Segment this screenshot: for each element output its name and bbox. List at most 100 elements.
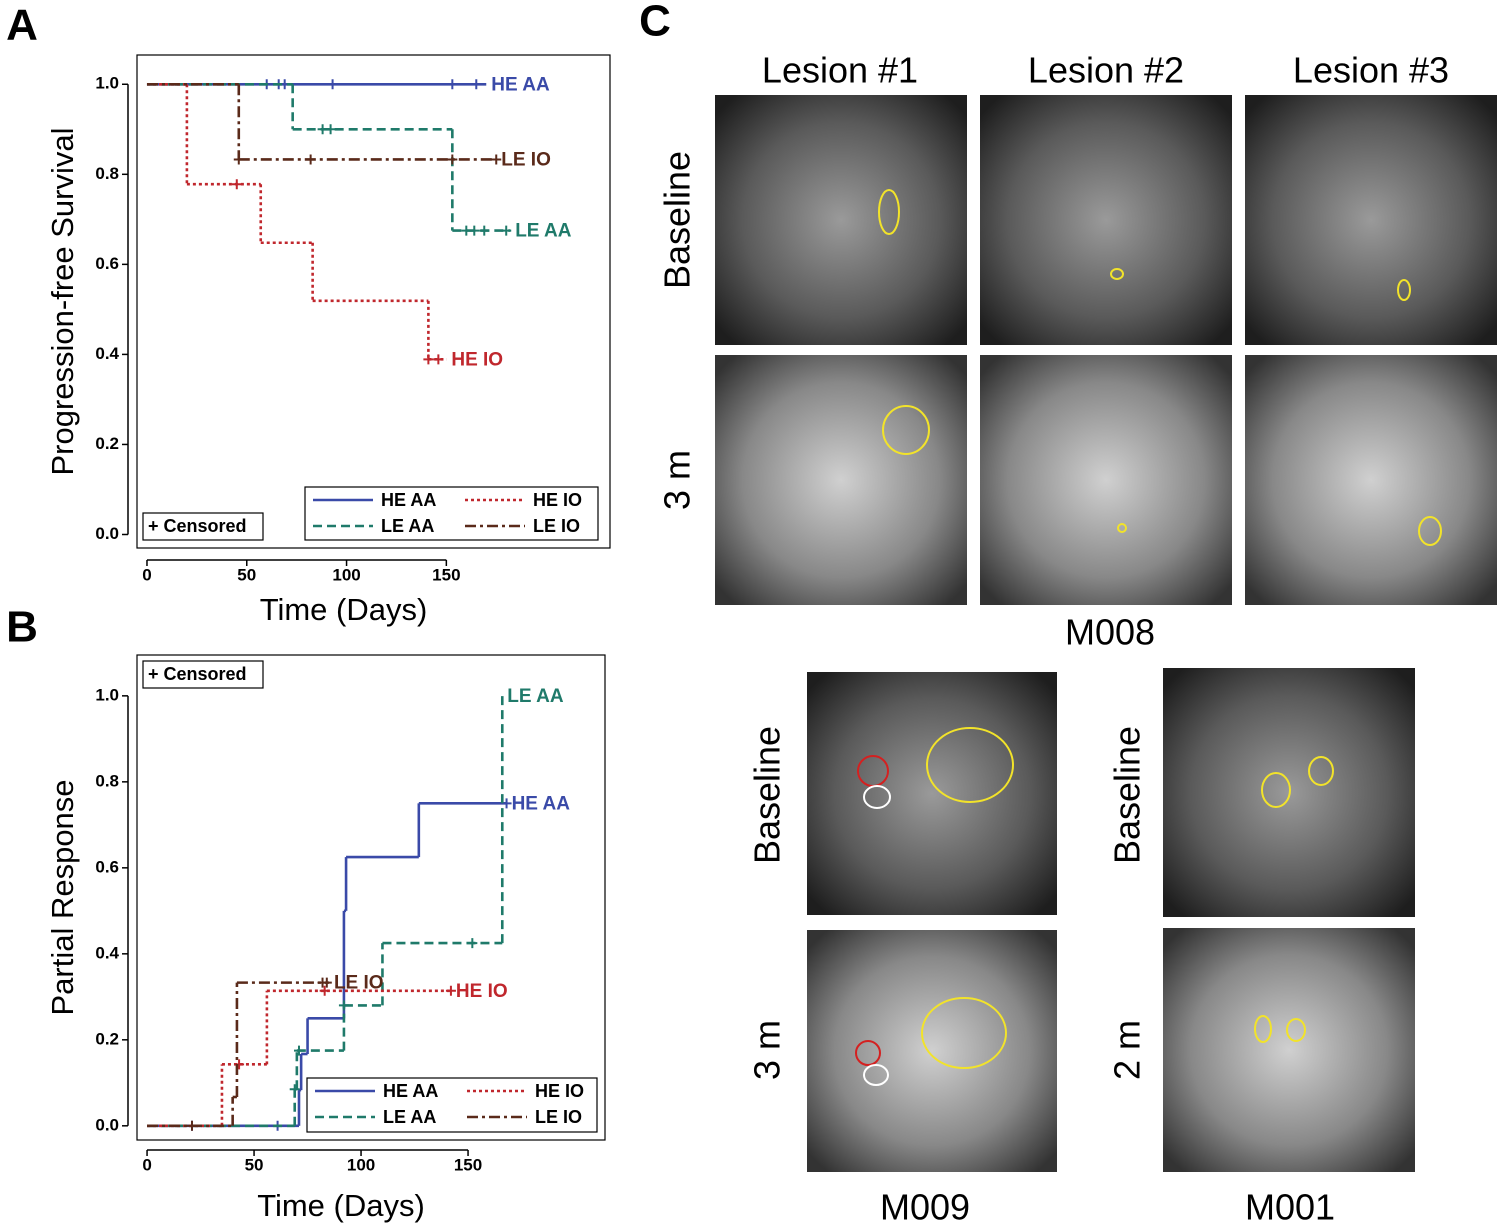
- panel-label: B: [6, 603, 38, 652]
- censor-mark: [445, 985, 456, 996]
- lesion-contour: [1286, 1018, 1306, 1042]
- row-label: Baseline: [657, 151, 698, 289]
- y-tick-label: 0.2: [95, 1029, 119, 1048]
- patient-label: M009: [880, 1187, 970, 1228]
- series-end-label: HE IO: [451, 349, 503, 370]
- y-tick-label: 0.0: [95, 524, 119, 543]
- row-label: 3 m: [747, 1020, 788, 1080]
- censor-mark: [471, 79, 482, 90]
- lesion-contour: [1261, 772, 1291, 808]
- x-axis-label: Time (Days): [257, 1188, 425, 1223]
- series-end-label: LE IO: [334, 973, 384, 994]
- scan-image: [980, 95, 1232, 345]
- lesion-label: Lesion #1: [762, 50, 918, 91]
- legend-label: HE AA: [381, 490, 436, 510]
- legend-label: LE AA: [383, 1107, 436, 1127]
- censor-mark: [327, 79, 338, 90]
- lesion-contour: [921, 997, 1007, 1069]
- row-label: Baseline: [1107, 726, 1148, 864]
- y-tick-label: 1.0: [95, 685, 119, 704]
- censor-mark: [234, 1059, 245, 1070]
- censor-mark: [447, 154, 458, 165]
- scan-image: [1163, 928, 1415, 1172]
- censor-mark: [467, 938, 478, 949]
- censor-mark: [469, 225, 480, 236]
- censor-mark: [293, 1045, 304, 1056]
- y-tick-label: 0.4: [95, 344, 119, 363]
- lesion-contour: [1418, 516, 1442, 546]
- censor-mark: [319, 985, 330, 996]
- plot-frame: [136, 654, 606, 1141]
- panel-label: A: [6, 1, 38, 50]
- y-tick-label: 0.8: [95, 164, 119, 183]
- scan-image: [1245, 355, 1497, 605]
- lesion-contour: [1117, 523, 1127, 533]
- x-axis-label: Time (Days): [260, 592, 428, 627]
- lesion-contour: [1110, 268, 1124, 280]
- censor-mark: [233, 154, 244, 165]
- lesion-contour: [1308, 756, 1334, 786]
- row-label: 2 m: [1107, 1020, 1148, 1080]
- x-tick-label: 0: [142, 565, 151, 584]
- legend-box: [306, 1077, 598, 1133]
- x-tick-label: 100: [347, 1155, 375, 1174]
- row-label: 3 m: [657, 450, 698, 510]
- y-tick-label: 1.0: [95, 74, 119, 93]
- x-tick-label: 150: [454, 1155, 482, 1174]
- x-tick-label: 50: [245, 1155, 264, 1174]
- lesion-contour: [878, 189, 900, 235]
- censor-mark: [447, 79, 458, 90]
- lesion-contour: [863, 1064, 889, 1086]
- legend-label: LE IO: [535, 1107, 582, 1127]
- censor-note: + Censored: [148, 516, 247, 536]
- lesion-contour: [1397, 279, 1411, 301]
- legend-label: LE IO: [533, 516, 580, 536]
- patient-label: M001: [1245, 1187, 1335, 1228]
- series-end-label: HE AA: [491, 74, 550, 95]
- scan-image: [807, 672, 1057, 915]
- x-tick-label: 150: [432, 565, 460, 584]
- censor-mark: [501, 225, 512, 236]
- series-end-label: LE AA: [515, 221, 572, 242]
- legend-box: [304, 486, 599, 541]
- legend-label: HE AA: [383, 1081, 438, 1101]
- plot-frame: [136, 54, 611, 549]
- censor-note: + Censored: [148, 664, 247, 684]
- series-end-label: LE IO: [501, 149, 551, 170]
- x-tick-label: 50: [237, 565, 256, 584]
- censor-mark: [321, 977, 332, 988]
- lesion-contour: [1254, 1015, 1272, 1043]
- y-tick-label: 0.2: [95, 434, 119, 453]
- scan-image: [1245, 95, 1497, 345]
- series-end-label: HE AA: [512, 793, 571, 814]
- lesion-contour: [863, 785, 891, 809]
- censor-mark: [186, 1120, 197, 1131]
- lesion-contour: [855, 1040, 881, 1066]
- series-end-label: LE AA: [507, 686, 564, 707]
- y-tick-label: 0.4: [95, 943, 119, 962]
- censor-mark: [433, 354, 444, 365]
- censor-note-box: [142, 660, 264, 689]
- lesion-label: Lesion #2: [1028, 50, 1184, 91]
- x-tick-label: 0: [142, 1155, 151, 1174]
- censor-mark: [491, 154, 502, 165]
- imaging-panel: Lesion #1 Lesion #2 Lesion #3 Baseline 3…: [657, 50, 1497, 1228]
- censor-mark: [423, 354, 434, 365]
- scan-image: [715, 95, 967, 345]
- censor-mark: [305, 154, 316, 165]
- x-tick-label: 100: [332, 565, 360, 584]
- patient-label: M008: [1065, 612, 1155, 653]
- y-tick-label: 0.6: [95, 857, 119, 876]
- censor-note-box: [142, 512, 264, 541]
- row-label: Baseline: [747, 726, 788, 864]
- legend-label: HE IO: [533, 490, 582, 510]
- y-axis-label: Progression-free Survival: [45, 127, 80, 475]
- legend-label: HE IO: [535, 1081, 584, 1101]
- censor-mark: [479, 225, 490, 236]
- censor-mark: [289, 1084, 300, 1095]
- censor-mark: [338, 1000, 349, 1011]
- scan-image: [980, 355, 1232, 605]
- panel-label: C: [639, 0, 671, 46]
- censor-mark: [501, 798, 512, 809]
- censor-mark: [231, 179, 242, 190]
